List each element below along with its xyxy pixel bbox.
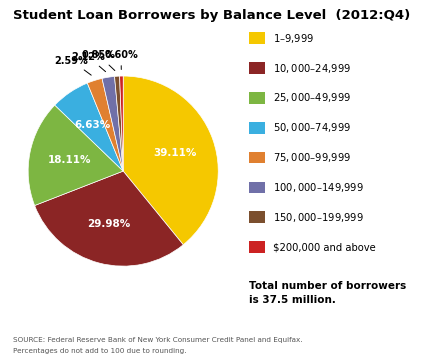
Text: Student Loan Borrowers by Balance Level  (2012:Q4): Student Loan Borrowers by Balance Level … <box>13 9 411 22</box>
Text: $75,000 – $99,999: $75,000 – $99,999 <box>273 151 352 164</box>
Text: $200,000 and above: $200,000 and above <box>273 242 376 252</box>
Text: $50,000 – $74,999: $50,000 – $74,999 <box>273 121 352 134</box>
Wedge shape <box>55 83 123 171</box>
Text: 0.60%: 0.60% <box>104 50 138 70</box>
Wedge shape <box>28 105 123 206</box>
Wedge shape <box>120 76 123 171</box>
Text: Total number of borrowers
is 37.5 million.: Total number of borrowers is 37.5 millio… <box>249 281 406 305</box>
Text: 2.12%: 2.12% <box>71 52 106 72</box>
Text: $100,000 – $149,999: $100,000 – $149,999 <box>273 181 364 194</box>
Text: $150,000 – $199,999: $150,000 – $199,999 <box>273 211 364 224</box>
Text: 29.98%: 29.98% <box>88 219 131 229</box>
Wedge shape <box>114 76 123 171</box>
Wedge shape <box>123 76 218 245</box>
Wedge shape <box>87 78 123 171</box>
Text: 18.11%: 18.11% <box>48 155 91 165</box>
Text: 2.59%: 2.59% <box>55 55 91 75</box>
Text: 39.11%: 39.11% <box>154 147 197 158</box>
Wedge shape <box>102 76 123 171</box>
Text: $1 – $9,999: $1 – $9,999 <box>273 32 315 45</box>
Text: 6.63%: 6.63% <box>74 120 110 130</box>
Wedge shape <box>35 171 183 266</box>
Text: Percentages do not add to 100 due to rounding.: Percentages do not add to 100 due to rou… <box>13 348 187 354</box>
Text: $25,000 – $49,999: $25,000 – $49,999 <box>273 91 352 104</box>
Text: SOURCE: Federal Reserve Bank of New York Consumer Credit Panel and Equifax.: SOURCE: Federal Reserve Bank of New York… <box>13 337 303 343</box>
Text: 0.85%: 0.85% <box>82 50 116 71</box>
Text: $10,000 – $24,999: $10,000 – $24,999 <box>273 62 352 75</box>
